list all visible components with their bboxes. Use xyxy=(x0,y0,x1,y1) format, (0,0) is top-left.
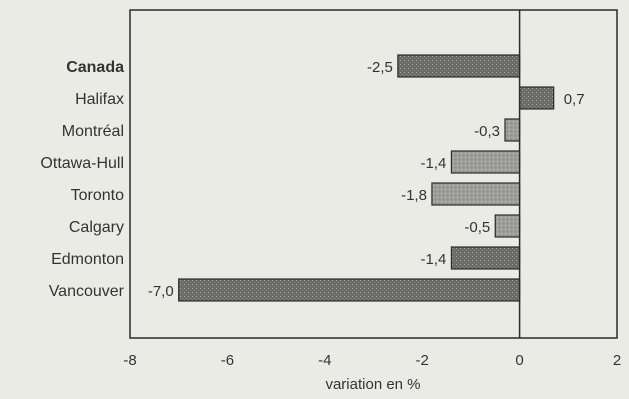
x-tick-label: -6 xyxy=(221,352,234,369)
bar-halifax xyxy=(518,86,555,110)
x-tick-label: -4 xyxy=(318,352,331,369)
category-label: Ottawa-Hull xyxy=(40,155,124,172)
value-label: -0,3 xyxy=(474,123,500,140)
bar-calgary xyxy=(494,214,521,238)
bar-edmonton xyxy=(450,246,521,270)
category-label: Montréal xyxy=(62,123,124,140)
value-label: -2,5 xyxy=(367,59,393,76)
value-label: -1,4 xyxy=(421,251,447,268)
value-label: -7,0 xyxy=(148,283,174,300)
category-label: Calgary xyxy=(69,219,124,236)
value-label: -1,4 xyxy=(421,155,447,172)
x-tick-label: 2 xyxy=(613,352,621,369)
category-label: Canada xyxy=(66,59,124,76)
bar-vancouver xyxy=(178,278,521,302)
category-label: Toronto xyxy=(71,187,124,204)
value-label: 0,7 xyxy=(564,91,585,108)
bar-montr-al xyxy=(504,118,521,142)
bar-ottawa-hull xyxy=(450,150,521,174)
category-label: Vancouver xyxy=(49,283,125,300)
category-label: Halifax xyxy=(75,91,124,108)
x-tick-label: -2 xyxy=(416,352,429,369)
bar-toronto xyxy=(431,182,521,206)
x-tick-label: 0 xyxy=(515,352,523,369)
value-label: -1,8 xyxy=(401,187,427,204)
category-label: Edmonton xyxy=(51,251,124,268)
x-tick-label: -8 xyxy=(123,352,136,369)
plot-frame xyxy=(129,9,618,339)
value-label: -0,5 xyxy=(464,219,490,236)
x-axis-label: variation en % xyxy=(325,376,420,393)
bar-canada xyxy=(397,54,521,78)
